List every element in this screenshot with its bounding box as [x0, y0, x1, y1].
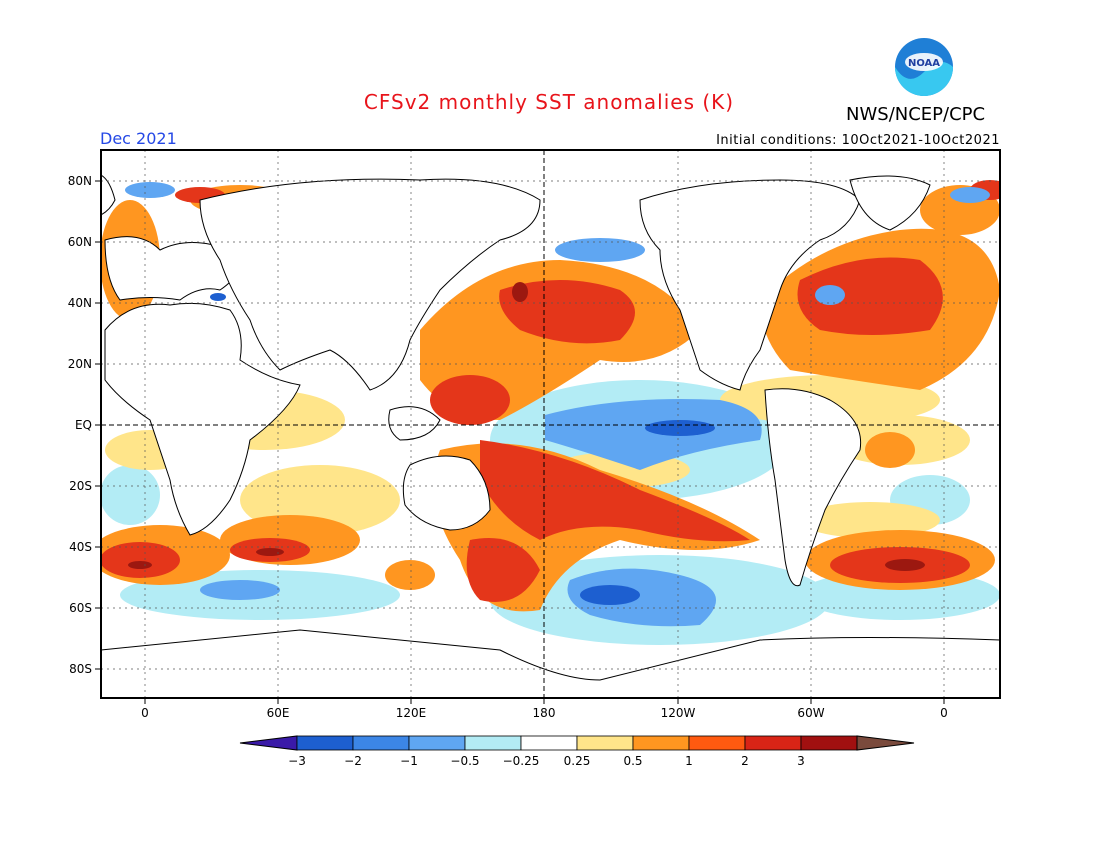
colorbar-high-arrow — [856, 735, 915, 751]
antarctica — [101, 629, 1000, 698]
colorbar-swatch — [576, 735, 634, 751]
map-title: CFSv2 monthly SST anomalies (K) — [363, 90, 735, 114]
colorbar-label: 2 — [741, 754, 749, 768]
colorbar-swatch — [520, 735, 578, 751]
initial-conditions: Initial conditions: 10Oct2021-10Oct2021 — [716, 133, 1000, 148]
colorbar-swatch — [800, 735, 858, 751]
australia — [402, 455, 491, 531]
maritime-continent — [388, 406, 441, 441]
colorbar-low-arrow — [239, 735, 298, 751]
lat-label-80s: 80S — [69, 662, 92, 676]
colorbar-swatch — [744, 735, 802, 751]
colorbar-label: 0.5 — [623, 754, 643, 768]
lat-label-80n: 80N — [67, 174, 92, 188]
colorbar-swatch — [296, 735, 354, 751]
colorbar-swatch — [408, 735, 466, 751]
continent-outlines — [101, 174, 1000, 698]
lon-label-60w: 60W — [797, 706, 825, 720]
colorbar-label: −3 — [288, 754, 306, 768]
anomaly-dark-blue — [210, 293, 715, 605]
axis-ticks — [95, 180, 945, 704]
lon-label-0: 0 — [141, 706, 149, 720]
colorbar-swatch — [464, 735, 522, 751]
colorbar-label: −2 — [344, 754, 362, 768]
graticule — [101, 150, 1000, 698]
anomaly-blue — [125, 182, 990, 627]
valid-month: Dec 2021 — [100, 129, 177, 148]
asia — [199, 178, 541, 391]
lat-label-60s: 60S — [69, 601, 92, 615]
lon-label-120w: 120W — [660, 706, 696, 720]
anomaly-dark-red — [128, 282, 925, 571]
colorbar-label: 3 — [797, 754, 805, 768]
lat-label-20n: 20N — [67, 357, 92, 371]
lon-label-0-east: 0 — [940, 706, 948, 720]
lat-label-eq: EQ — [74, 418, 92, 432]
colorbar-swatch — [688, 735, 746, 751]
lat-label-40n: 40N — [67, 296, 92, 310]
map-frame — [100, 149, 1001, 699]
lat-label-40s: 40S — [69, 540, 92, 554]
lon-label-120e: 120E — [395, 706, 427, 720]
colorbar-label: −1 — [400, 754, 418, 768]
colorbar-label: −0.25 — [502, 754, 540, 768]
colorbar-label: 0.25 — [563, 754, 591, 768]
colorbar-label: 1 — [685, 754, 693, 768]
lat-label-60n: 60N — [67, 235, 92, 249]
colorbar-swatch — [632, 735, 690, 751]
colorbar-label: −0.5 — [450, 754, 480, 768]
north-america — [639, 179, 861, 391]
south-america — [764, 388, 862, 587]
greenland — [849, 175, 931, 231]
lat-label-20s: 20S — [69, 479, 92, 493]
north-america-west-edge — [101, 174, 116, 216]
europe — [104, 236, 239, 301]
lon-label-60e: 60E — [266, 706, 290, 720]
agency-label: NWS/NCEP/CPC — [846, 104, 986, 125]
reference-lines — [101, 150, 1000, 698]
africa — [104, 302, 301, 536]
lon-label-180: 180 — [532, 706, 556, 720]
anomaly-red — [101, 180, 1000, 602]
colorbar-swatch — [352, 735, 410, 751]
